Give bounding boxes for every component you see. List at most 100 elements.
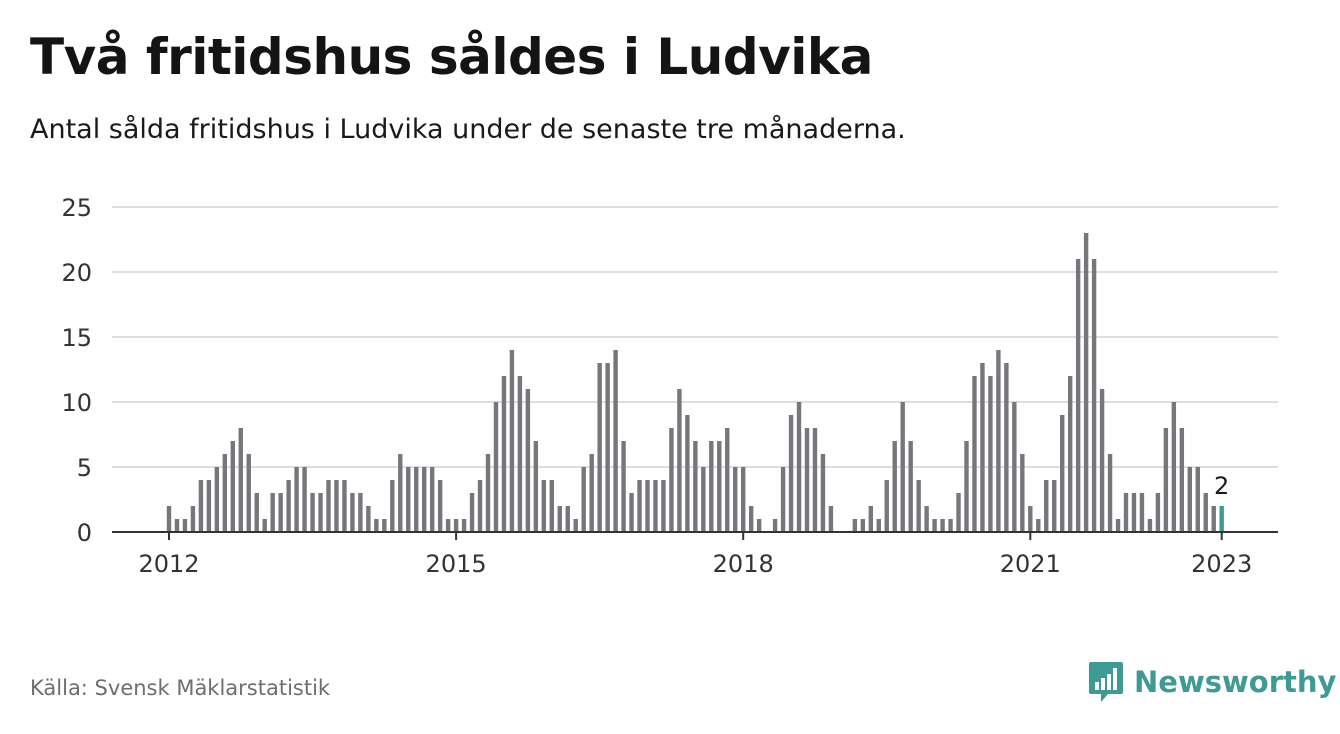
bar <box>1147 519 1153 532</box>
bar <box>756 519 762 532</box>
bar <box>892 441 897 532</box>
bar <box>1211 506 1216 532</box>
bar <box>772 519 778 532</box>
bar <box>940 519 945 532</box>
y-tick-label: 15 <box>61 324 92 352</box>
bar <box>725 428 730 532</box>
bar <box>1139 493 1145 532</box>
bar <box>230 441 235 532</box>
bar <box>190 506 196 532</box>
bar <box>477 480 483 532</box>
latest-value-label: 2 <box>1214 472 1229 500</box>
bar <box>828 506 834 532</box>
bar <box>350 493 355 532</box>
bar <box>1012 402 1017 532</box>
bar <box>174 519 180 532</box>
bar <box>406 467 411 532</box>
bar <box>262 519 267 532</box>
bar <box>629 493 634 532</box>
bar <box>557 506 562 532</box>
bar <box>278 493 283 532</box>
x-tick-label: 2023 <box>1191 550 1252 578</box>
x-tick-label: 2021 <box>1000 550 1061 578</box>
bar <box>390 480 395 532</box>
bar <box>613 350 618 532</box>
bar <box>358 493 363 532</box>
bar <box>254 493 259 532</box>
bar <box>517 376 523 532</box>
bar <box>246 454 251 532</box>
bar <box>1155 493 1161 532</box>
bar <box>621 441 626 532</box>
bar <box>1123 493 1129 532</box>
bar <box>1163 428 1169 532</box>
bar <box>1131 493 1137 532</box>
bar <box>501 376 507 532</box>
chart-title: Två fritidshus såldes i Ludvika <box>30 28 873 86</box>
y-tick-label: 25 <box>61 194 92 222</box>
bar <box>589 454 594 532</box>
y-tick-label: 10 <box>61 389 92 417</box>
bar <box>206 480 212 532</box>
bar <box>573 519 578 532</box>
x-tick-label: 2012 <box>138 550 199 578</box>
bar <box>525 389 531 532</box>
bar <box>198 480 204 532</box>
bar <box>374 519 379 532</box>
bar <box>741 467 746 532</box>
y-tick-label: 0 <box>77 519 92 547</box>
bar <box>485 454 491 532</box>
bars <box>166 233 1224 532</box>
bar <box>1004 363 1009 532</box>
bar <box>549 480 554 532</box>
bar <box>980 363 985 532</box>
bar <box>788 415 794 532</box>
bar <box>948 519 953 532</box>
bar <box>733 467 738 532</box>
bar <box>238 428 243 532</box>
bar <box>653 480 658 532</box>
bar <box>693 441 698 532</box>
bar <box>533 441 539 532</box>
bar <box>932 519 937 532</box>
bar <box>1203 493 1208 532</box>
bar <box>597 363 602 532</box>
bar <box>661 480 666 532</box>
bar <box>876 519 881 532</box>
bar <box>461 519 467 532</box>
bar <box>1036 519 1041 532</box>
bar <box>302 467 307 532</box>
bar <box>222 454 228 532</box>
bar <box>270 493 275 532</box>
bar <box>820 454 826 532</box>
bar <box>1083 233 1089 532</box>
bar <box>382 519 387 532</box>
brand-name: Newsworthy <box>1134 665 1337 699</box>
bar <box>996 350 1001 532</box>
bar <box>1115 519 1121 532</box>
bar <box>414 467 419 532</box>
bar <box>1091 259 1097 532</box>
bar <box>565 506 570 532</box>
bar <box>956 493 961 532</box>
bar <box>972 376 977 532</box>
bar <box>1060 415 1065 532</box>
bar <box>1075 259 1081 532</box>
source-note: Källa: Svensk Mäklarstatistik <box>30 676 331 700</box>
bar <box>294 467 299 532</box>
bar <box>1044 480 1049 532</box>
bar <box>900 402 905 532</box>
y-tick-label: 5 <box>77 454 92 482</box>
bar <box>469 493 475 532</box>
bar <box>709 441 714 532</box>
bar <box>796 402 802 532</box>
bar <box>422 467 427 532</box>
bar <box>685 415 690 532</box>
bar <box>860 519 866 532</box>
y-tick-label: 20 <box>61 259 92 287</box>
bar <box>717 441 722 532</box>
bar-chart-speech-bubble-icon <box>1089 662 1123 702</box>
bar <box>988 376 993 532</box>
bar <box>852 519 858 532</box>
bar <box>429 467 435 532</box>
